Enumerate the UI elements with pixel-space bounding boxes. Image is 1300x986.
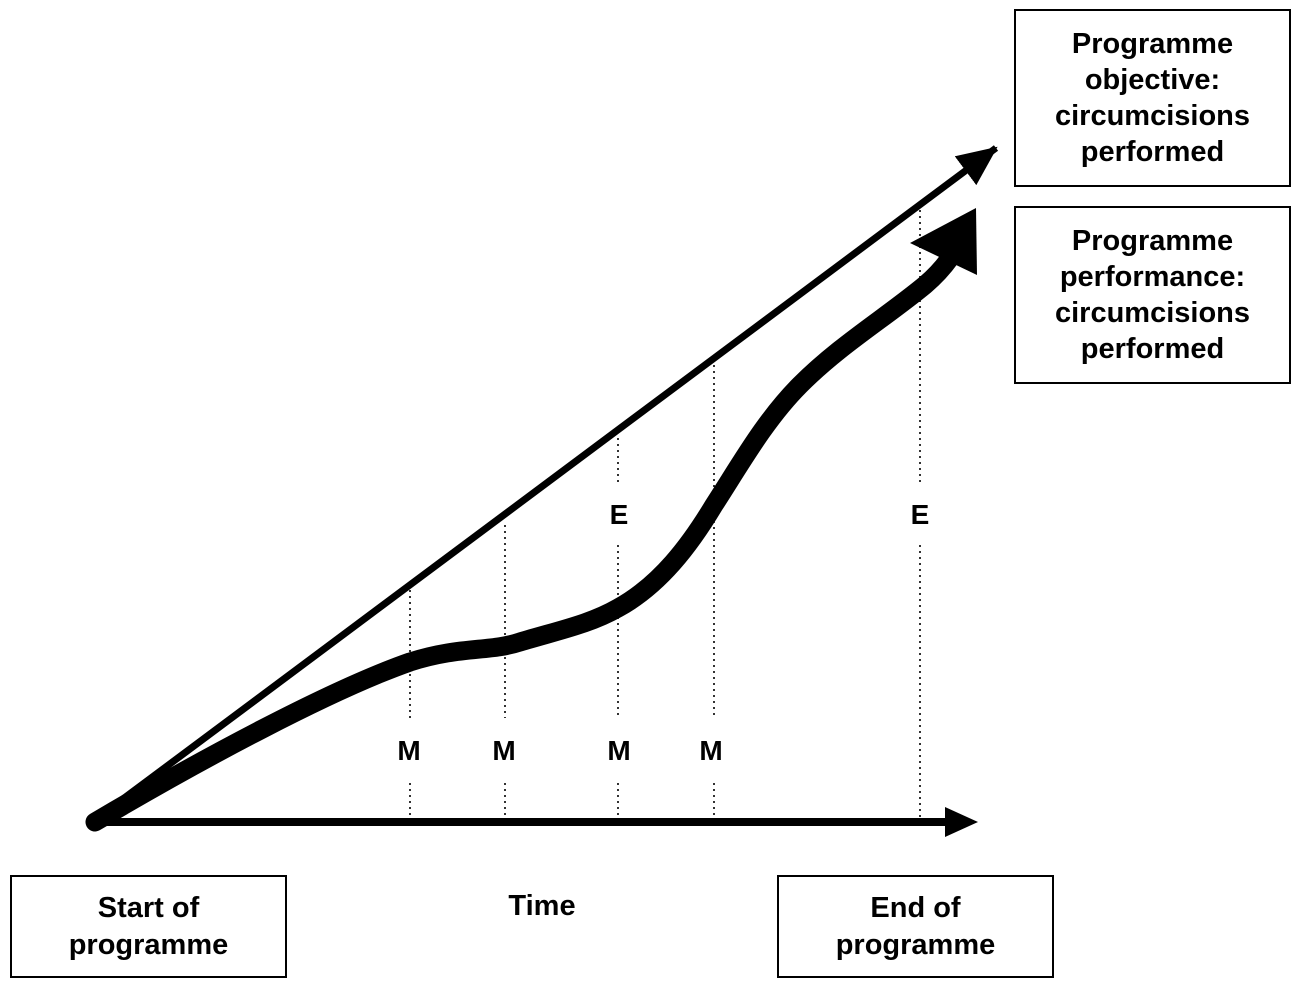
- marker-m3: M: [607, 735, 630, 766]
- marker-e2: E: [911, 499, 930, 530]
- performance-label-text: Programme performance: circumcisions per…: [1054, 224, 1251, 366]
- objective-arrow: [89, 145, 999, 825]
- performance-curve: [85, 248, 960, 832]
- performance-arrowhead: [910, 208, 977, 275]
- objective-label-text: Programme objective: circumcisions perfo…: [1054, 27, 1251, 169]
- end-label-text: End of programme: [835, 892, 996, 961]
- time-axis-arrowhead: [945, 807, 978, 837]
- evaluation-markers: E E: [610, 499, 930, 530]
- end-label-box: End of programme: [777, 875, 1054, 978]
- start-label-box: Start of programme: [10, 875, 287, 978]
- marker-m4: M: [699, 735, 722, 766]
- marker-guidelines: [409, 210, 921, 818]
- marker-e1: E: [610, 499, 629, 530]
- objective-label-box: Programme objective: circumcisions perfo…: [1014, 9, 1291, 187]
- performance-label-box: Programme performance: circumcisions per…: [1014, 206, 1291, 384]
- monitoring-markers: M M M M: [397, 735, 722, 766]
- marker-m2: M: [492, 735, 515, 766]
- time-axis-label: Time: [508, 890, 576, 922]
- marker-m1: M: [397, 735, 420, 766]
- start-label-text: Start of programme: [68, 892, 229, 961]
